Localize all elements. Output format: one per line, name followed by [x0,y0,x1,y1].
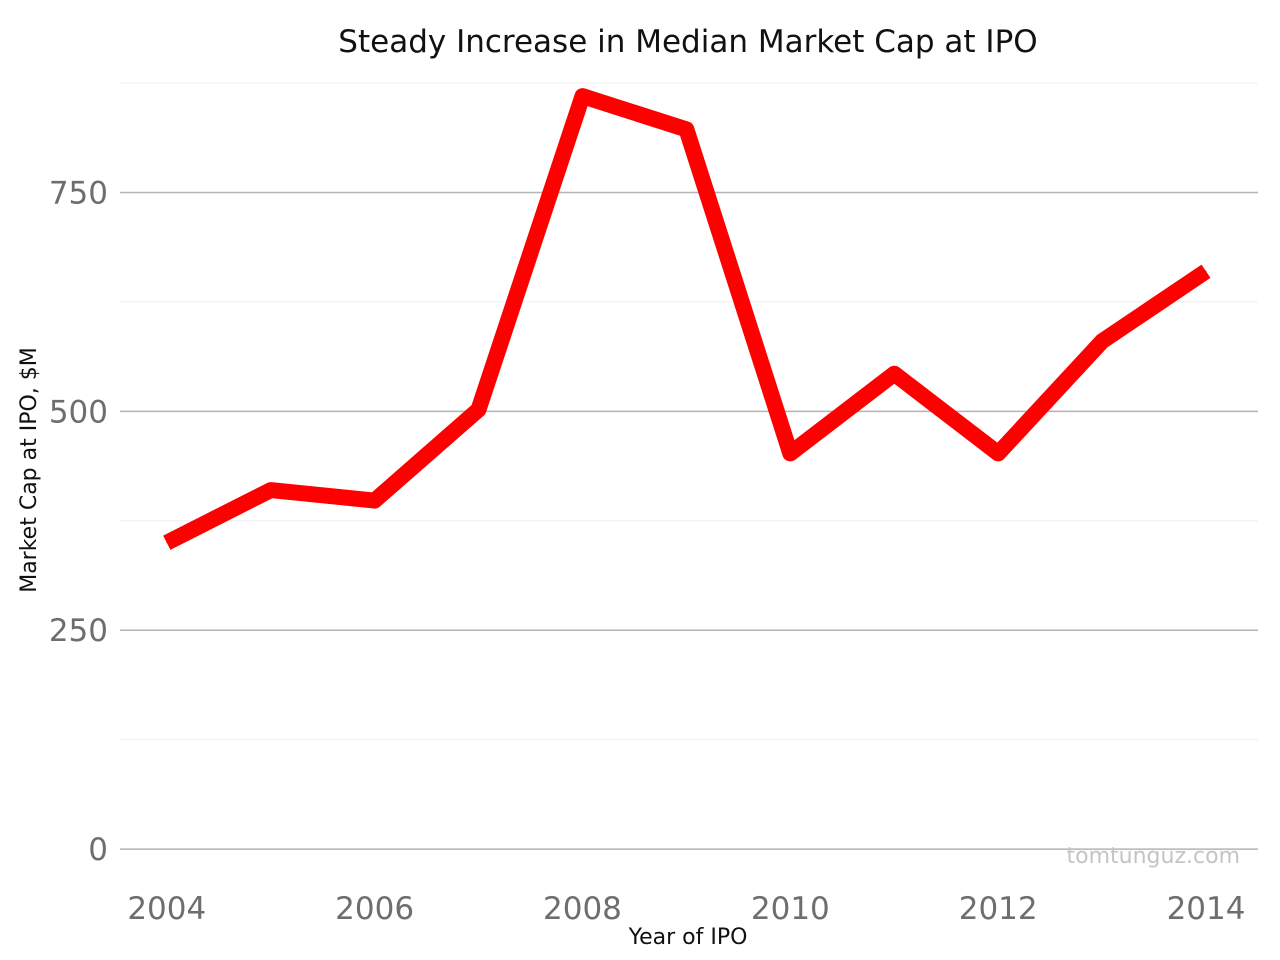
data-point [1101,340,1103,342]
data-point [374,500,376,502]
x-tick-label: 2006 [335,891,414,927]
data-point [997,452,999,454]
data-point [478,409,480,411]
data-point [270,489,272,491]
y-tick-label: 750 [49,175,108,211]
x-axis-tick-labels: 2004 2006 2008 2010 2012 2014 [127,891,1245,927]
data-point [789,452,791,454]
x-tick-label: 2004 [127,891,206,927]
data-point [685,128,687,130]
x-tick-label: 2012 [959,891,1038,927]
data-point [581,95,583,97]
series-line [163,88,1211,550]
y-tick-label: 500 [49,394,108,430]
data-point [893,373,895,375]
major-gridlines [120,191,1258,850]
data-point [1205,270,1207,272]
series-layer [163,88,1211,550]
x-tick-label: 2008 [543,891,622,927]
data-point [166,542,168,544]
minor-gridlines [120,82,1258,741]
x-axis-title: Year of IPO [628,925,748,950]
y-tick-label: 0 [88,832,108,868]
y-axis-tick-labels: 0 250 500 750 [49,175,108,868]
x-tick-label: 2010 [751,891,830,927]
x-tick-label: 2014 [1167,891,1246,927]
watermark: tomtunguz.com [1067,844,1240,869]
y-tick-label: 250 [49,613,108,649]
y-axis-title: Market Cap at IPO, $M [17,347,42,593]
chart-title: Steady Increase in Median Market Cap at … [338,24,1037,60]
